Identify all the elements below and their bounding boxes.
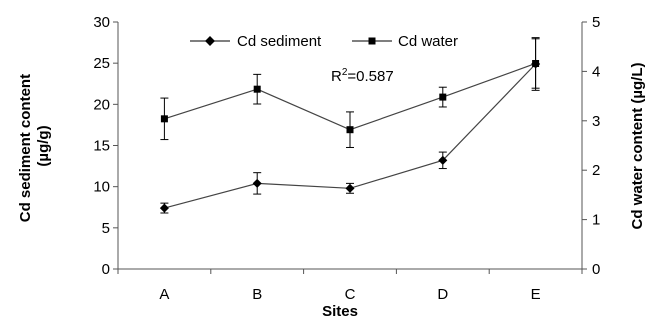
x-tick-label: D	[437, 286, 448, 303]
x-axis-title: Sites	[322, 303, 358, 320]
series-water	[160, 38, 540, 148]
r-squared-value: =0.587	[347, 68, 393, 85]
data-point	[345, 183, 355, 193]
y-axis-left-title-line1: Cd sediment content	[17, 74, 34, 222]
data-point	[159, 203, 169, 213]
axes: 0 5 10 15 20 25 30 0 1 2 3 4 5 A B C D E	[93, 14, 600, 303]
y-right-tick-label: 0	[592, 261, 600, 278]
legend-label-sediment: Cd sediment	[237, 33, 322, 50]
legend-label-water: Cd water	[398, 33, 458, 50]
data-point	[253, 85, 261, 93]
data-point	[438, 155, 448, 165]
y-left-tick-label: 25	[93, 55, 110, 72]
x-tick-label: B	[252, 286, 262, 303]
y-left-tick-label: 30	[93, 14, 110, 31]
legend-marker-water	[368, 37, 376, 45]
y-right-tick-label: 2	[592, 162, 600, 179]
r-squared-exponent: 2	[342, 67, 348, 78]
y-axis-left-title-line2: (µg/g)	[35, 125, 52, 166]
y-left-tick-label: 5	[102, 220, 110, 237]
r-squared-prefix: R	[331, 68, 342, 85]
y-left-tick-label: 15	[93, 138, 110, 155]
x-tick-label: E	[531, 286, 541, 303]
data-point	[252, 178, 262, 188]
y-axis-left-title: Cd sediment content (µg/g)	[17, 70, 52, 223]
legend: Cd sediment Cd water	[190, 33, 458, 50]
y-left-tick-label: 20	[93, 96, 110, 113]
y-left-tick-label: 0	[102, 261, 110, 278]
x-tick-label: C	[345, 286, 356, 303]
r-squared-annotation: R2=0.587	[331, 67, 394, 85]
data-point	[160, 115, 168, 123]
y-axis-right-title: Cd water content (µg/L)	[629, 63, 646, 230]
y-right-tick-label: 3	[592, 113, 600, 130]
legend-marker-sediment	[205, 36, 215, 46]
data-point	[439, 93, 447, 101]
series-layer	[159, 37, 541, 214]
data-point	[346, 126, 354, 134]
data-point	[532, 59, 540, 67]
x-tick-label: A	[159, 286, 169, 303]
y-right-tick-label: 4	[592, 63, 600, 80]
y-right-tick-label: 1	[592, 212, 600, 229]
y-right-tick-label: 5	[592, 14, 600, 31]
y-left-tick-label: 10	[93, 179, 110, 196]
